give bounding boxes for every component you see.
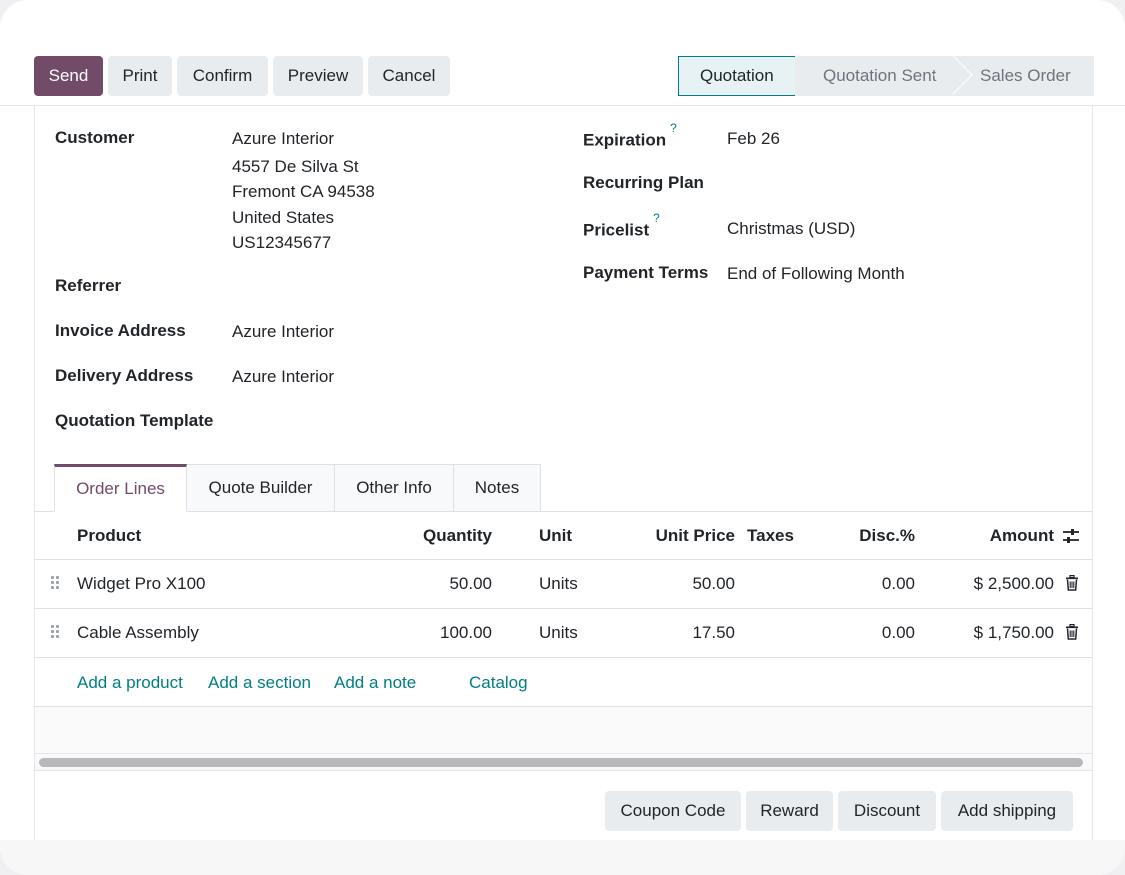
cancel-button[interactable]: Cancel xyxy=(368,56,450,96)
add-section-link[interactable]: Add a section xyxy=(208,673,312,692)
catalog-link[interactable]: Catalog xyxy=(469,673,528,692)
confirm-button[interactable]: Confirm xyxy=(177,56,268,96)
scrollbar-thumb[interactable] xyxy=(39,758,1083,767)
trash-icon[interactable] xyxy=(1065,575,1079,591)
unit-cell[interactable]: Units xyxy=(539,574,578,593)
column-header-product[interactable]: Product xyxy=(77,526,142,545)
customer-label: Customer xyxy=(55,128,135,147)
row-divider xyxy=(35,559,1092,560)
sheet-border xyxy=(34,106,35,840)
stage-label: Quotation Sent xyxy=(823,66,937,85)
delivery-address-field[interactable]: Azure Interior xyxy=(232,367,335,386)
stage-quotation-sent[interactable]: Quotation Sent xyxy=(795,56,953,96)
customer-street: 4557 De Silva St xyxy=(232,156,359,176)
add-note-link[interactable]: Add a note xyxy=(334,673,417,692)
unit-price-cell[interactable]: 50.00 xyxy=(692,574,735,593)
discount-cell[interactable]: 0.00 xyxy=(881,623,915,642)
stage-label: Sales Order xyxy=(980,66,1071,85)
column-header-unit[interactable]: Unit xyxy=(539,526,573,545)
payment-terms-label: Payment Terms xyxy=(583,263,709,282)
sheet-border xyxy=(1092,106,1093,840)
print-button[interactable]: Print xyxy=(108,56,172,96)
customer-name: Azure Interior xyxy=(232,129,335,148)
amount-cell: $ 2,500.00 xyxy=(973,574,1054,593)
expiration-label-text: Expiration xyxy=(583,130,667,150)
payment-terms-field[interactable]: End of Following Month xyxy=(727,264,905,283)
pricelist-label-text: Pricelist xyxy=(583,220,650,240)
column-header-discount[interactable]: Disc.% xyxy=(859,526,915,545)
column-header-amount[interactable]: Amount xyxy=(989,526,1054,545)
preview-button[interactable]: Preview xyxy=(273,56,363,96)
customer-city: Fremont CA 94538 xyxy=(232,182,375,201)
drag-handle-icon[interactable] xyxy=(51,576,61,590)
drag-handle-icon[interactable] xyxy=(51,625,61,639)
customer-field[interactable]: Azure Interior 4557 De Silva St Fremont … xyxy=(232,126,375,256)
help-icon[interactable]: ? xyxy=(653,211,660,225)
quotation-template-label: Quotation Template xyxy=(55,411,214,430)
quantity-cell[interactable]: 50.00 xyxy=(449,574,492,593)
row-divider xyxy=(35,657,1092,658)
discount-button[interactable]: Discount xyxy=(838,791,936,831)
tab-divider xyxy=(34,511,1092,512)
notebook-tabs: Order Lines Quote Builder Other Info Not… xyxy=(54,464,541,512)
empty-row xyxy=(35,707,1092,753)
coupon-code-button[interactable]: Coupon Code xyxy=(605,791,741,831)
row-divider xyxy=(35,706,1092,707)
amount-cell: $ 1,750.00 xyxy=(973,623,1054,642)
delivery-address-label: Delivery Address xyxy=(55,366,194,385)
column-header-quantity[interactable]: Quantity xyxy=(423,526,492,545)
reward-button[interactable]: Reward xyxy=(746,791,833,831)
quantity-cell[interactable]: 100.00 xyxy=(440,623,492,642)
control-bar: Send Print Confirm Preview Cancel Quotat… xyxy=(0,0,1125,106)
status-bar: Quotation Quotation Sent Sales Order xyxy=(678,56,1094,96)
product-cell[interactable]: Cable Assembly xyxy=(77,623,199,642)
pricelist-label: Pricelist? xyxy=(583,211,660,241)
expiration-label: Expiration? xyxy=(583,121,677,151)
invoice-address-field[interactable]: Azure Interior xyxy=(232,322,335,341)
add-product-link[interactable]: Add a product xyxy=(77,673,183,692)
pricelist-field[interactable]: Christmas (USD) xyxy=(727,219,856,238)
stage-quotation[interactable]: Quotation xyxy=(678,56,795,96)
recurring-plan-label: Recurring Plan xyxy=(583,173,704,192)
unit-price-cell[interactable]: 17.50 xyxy=(692,623,735,642)
stage-sales-order[interactable]: Sales Order xyxy=(953,56,1094,96)
trash-icon[interactable] xyxy=(1065,624,1079,640)
unit-cell[interactable]: Units xyxy=(539,623,578,642)
stage-label: Quotation xyxy=(700,66,774,85)
tab-notes[interactable]: Notes xyxy=(454,464,541,512)
page-bottom-background xyxy=(0,840,1125,875)
tab-order-lines[interactable]: Order Lines xyxy=(54,464,187,512)
customer-vat: US12345677 xyxy=(232,233,332,252)
invoice-address-label: Invoice Address xyxy=(55,321,186,340)
referrer-label: Referrer xyxy=(55,276,122,295)
tab-quote-builder[interactable]: Quote Builder xyxy=(187,464,335,512)
discount-cell[interactable]: 0.00 xyxy=(881,574,915,593)
product-cell[interactable]: Widget Pro X100 xyxy=(77,574,206,593)
customer-country: United States xyxy=(232,207,335,227)
column-header-taxes[interactable]: Taxes xyxy=(747,526,794,545)
tab-other-info[interactable]: Other Info xyxy=(335,464,454,512)
optional-columns-icon[interactable] xyxy=(1062,527,1080,545)
column-header-unit-price[interactable]: Unit Price xyxy=(655,526,735,545)
expiration-field[interactable]: Feb 26 xyxy=(727,129,780,148)
add-shipping-button[interactable]: Add shipping xyxy=(941,791,1073,831)
row-divider xyxy=(35,608,1092,609)
help-icon[interactable]: ? xyxy=(670,121,677,135)
send-button[interactable]: Send xyxy=(34,56,103,96)
